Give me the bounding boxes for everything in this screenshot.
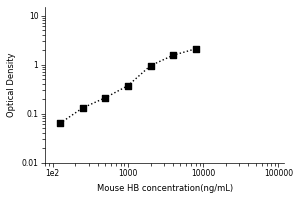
Y-axis label: Optical Density: Optical Density [7,52,16,117]
Point [171,54,176,57]
Point [80,106,85,110]
X-axis label: Mouse HB concentration(ng/mL): Mouse HB concentration(ng/mL) [97,184,233,193]
Point [194,47,198,50]
Point [58,122,62,125]
Point [103,96,108,99]
Point [148,64,153,67]
Point [125,84,130,87]
